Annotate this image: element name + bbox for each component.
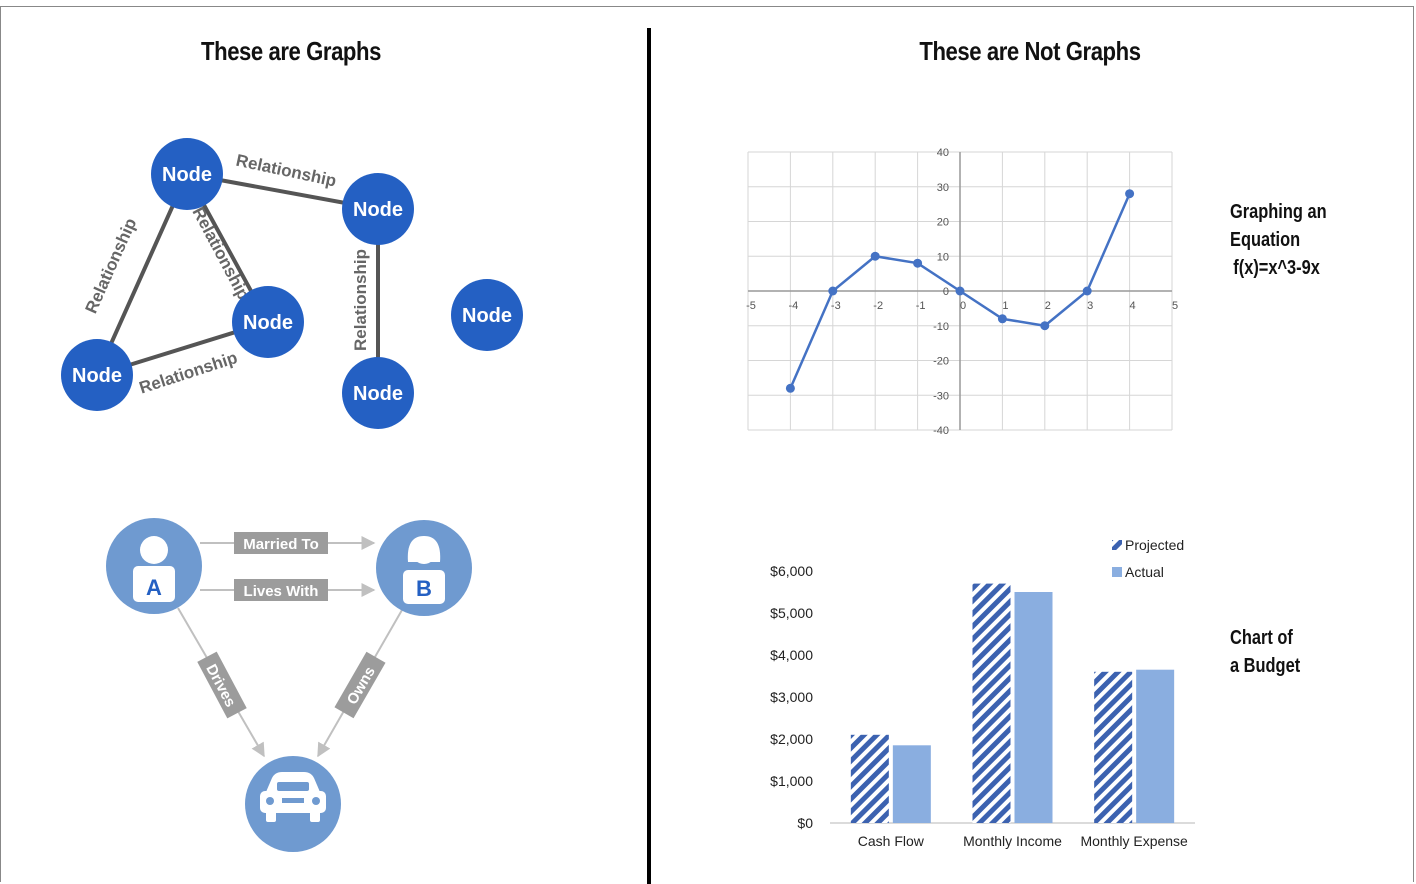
y-tick-label: -20 <box>933 356 949 368</box>
x-tick-label: -5 <box>746 300 756 312</box>
data-point <box>913 258 923 268</box>
y-tick-label: $5,000 <box>770 605 813 621</box>
node-label-6: Node <box>462 305 512 327</box>
lives-with-tag <box>234 579 328 601</box>
node-circle-5 <box>342 357 414 429</box>
y-tick-label: 10 <box>937 251 949 263</box>
budget-label-line2: a Budget <box>1230 655 1301 677</box>
node-circle-3 <box>232 286 304 358</box>
equation-label-line1: Graphing an <box>1230 201 1327 223</box>
data-point <box>955 286 965 296</box>
social-graph-diagram: Married To Lives With Drives Owns A B <box>106 518 472 852</box>
person-a-label: A <box>146 575 162 600</box>
married-to-label: Married To <box>243 536 319 553</box>
node-circle-6 <box>451 279 523 351</box>
category-label: Monthly Income <box>963 833 1062 849</box>
node-label-4: Node <box>72 365 122 387</box>
bar-projected <box>850 734 889 823</box>
x-tick-label: 5 <box>1172 300 1178 312</box>
edge-label-bottom: Relationship <box>137 348 240 398</box>
category-label: Monthly Expense <box>1080 833 1188 849</box>
x-tick-label: 2 <box>1045 300 1051 312</box>
node-circle-2 <box>342 173 414 245</box>
legend-label: Actual <box>1125 564 1164 580</box>
data-point <box>1040 321 1050 331</box>
lives-with-label: Lives With <box>244 583 319 600</box>
person-a-icon <box>133 536 175 602</box>
x-tick-label: 3 <box>1087 300 1093 312</box>
y-tick-label: $6,000 <box>770 563 813 579</box>
y-tick-label: -40 <box>933 425 949 437</box>
y-tick-label: $0 <box>797 815 813 831</box>
edge-label-mid: Relationship <box>189 204 254 303</box>
node-label-2: Node <box>353 199 403 221</box>
x-tick-label: 4 <box>1130 300 1136 312</box>
x-tick-label: -1 <box>916 300 926 312</box>
x-tick-label: -3 <box>831 300 841 312</box>
node-label-1: Node <box>162 164 212 186</box>
right-heading: These are Not Graphs <box>919 36 1141 66</box>
data-point <box>785 383 795 393</box>
data-point <box>1082 286 1092 296</box>
x-tick-label: -2 <box>873 300 883 312</box>
person-b-node <box>376 520 472 616</box>
node-graph-diagram: Relationship Relationship Relationship R… <box>61 138 523 429</box>
node-label-5: Node <box>353 383 403 405</box>
x-tick-label: 0 <box>960 300 966 312</box>
data-point <box>997 314 1007 324</box>
y-tick-label: $1,000 <box>770 773 813 789</box>
legend-label: Projected <box>1125 537 1184 553</box>
person-b-icon <box>403 536 445 604</box>
bar-projected <box>1094 671 1133 823</box>
y-tick-label: -10 <box>933 321 949 333</box>
legend-swatch <box>1112 567 1122 577</box>
data-point <box>1125 189 1135 199</box>
y-tick-label: 20 <box>937 217 949 229</box>
bar-projected <box>972 583 1011 823</box>
equation-label-line2: Equation <box>1230 229 1301 251</box>
x-tick-label: -4 <box>789 300 799 312</box>
person-b-label: B <box>416 576 432 601</box>
y-tick-label: $4,000 <box>770 647 813 663</box>
node-circle-4 <box>61 339 133 411</box>
equation-label-line3: f(x)=x^3-9x <box>1233 257 1320 279</box>
legend: Projected Actual <box>1112 537 1184 580</box>
married-to-tag <box>234 532 328 554</box>
node-label-3: Node <box>243 312 293 334</box>
y-tick-label: 40 <box>937 147 949 159</box>
budget-bar-chart: $6,000 $5,000 $4,000 $3,000 $2,000 $1,000 $0 Ca… <box>770 537 1195 849</box>
edge-2 <box>95 172 189 377</box>
x-tick-label: 1 <box>1002 300 1008 312</box>
drives-tag <box>197 651 247 719</box>
center-divider <box>647 28 651 884</box>
y-tick-label: $2,000 <box>770 731 813 747</box>
budget-label-line1: Chart of <box>1230 627 1293 649</box>
budget-label: Chart of a Budget <box>1230 624 1300 680</box>
bar-actual <box>1014 592 1053 823</box>
data-point <box>870 251 880 261</box>
frame-border <box>0 6 1414 882</box>
y-tick-label: 30 <box>937 182 949 194</box>
left-heading: These are Graphs <box>201 36 381 66</box>
node-circle-1 <box>151 138 223 210</box>
y-tick-label: -30 <box>933 390 949 402</box>
bar-actual <box>1136 669 1175 823</box>
legend-swatch <box>1112 540 1122 550</box>
y-tick-label: $3,000 <box>770 689 813 705</box>
category-label: Cash Flow <box>858 833 925 849</box>
owns-tag <box>334 651 386 719</box>
equation-label: Graphing an Equation f(x)=x^3-9x <box>1230 198 1327 282</box>
edge-label-right: Relationship <box>351 249 370 351</box>
bar-actual <box>892 745 931 823</box>
data-point <box>828 286 838 296</box>
y-tick-label: 0 <box>943 286 949 298</box>
